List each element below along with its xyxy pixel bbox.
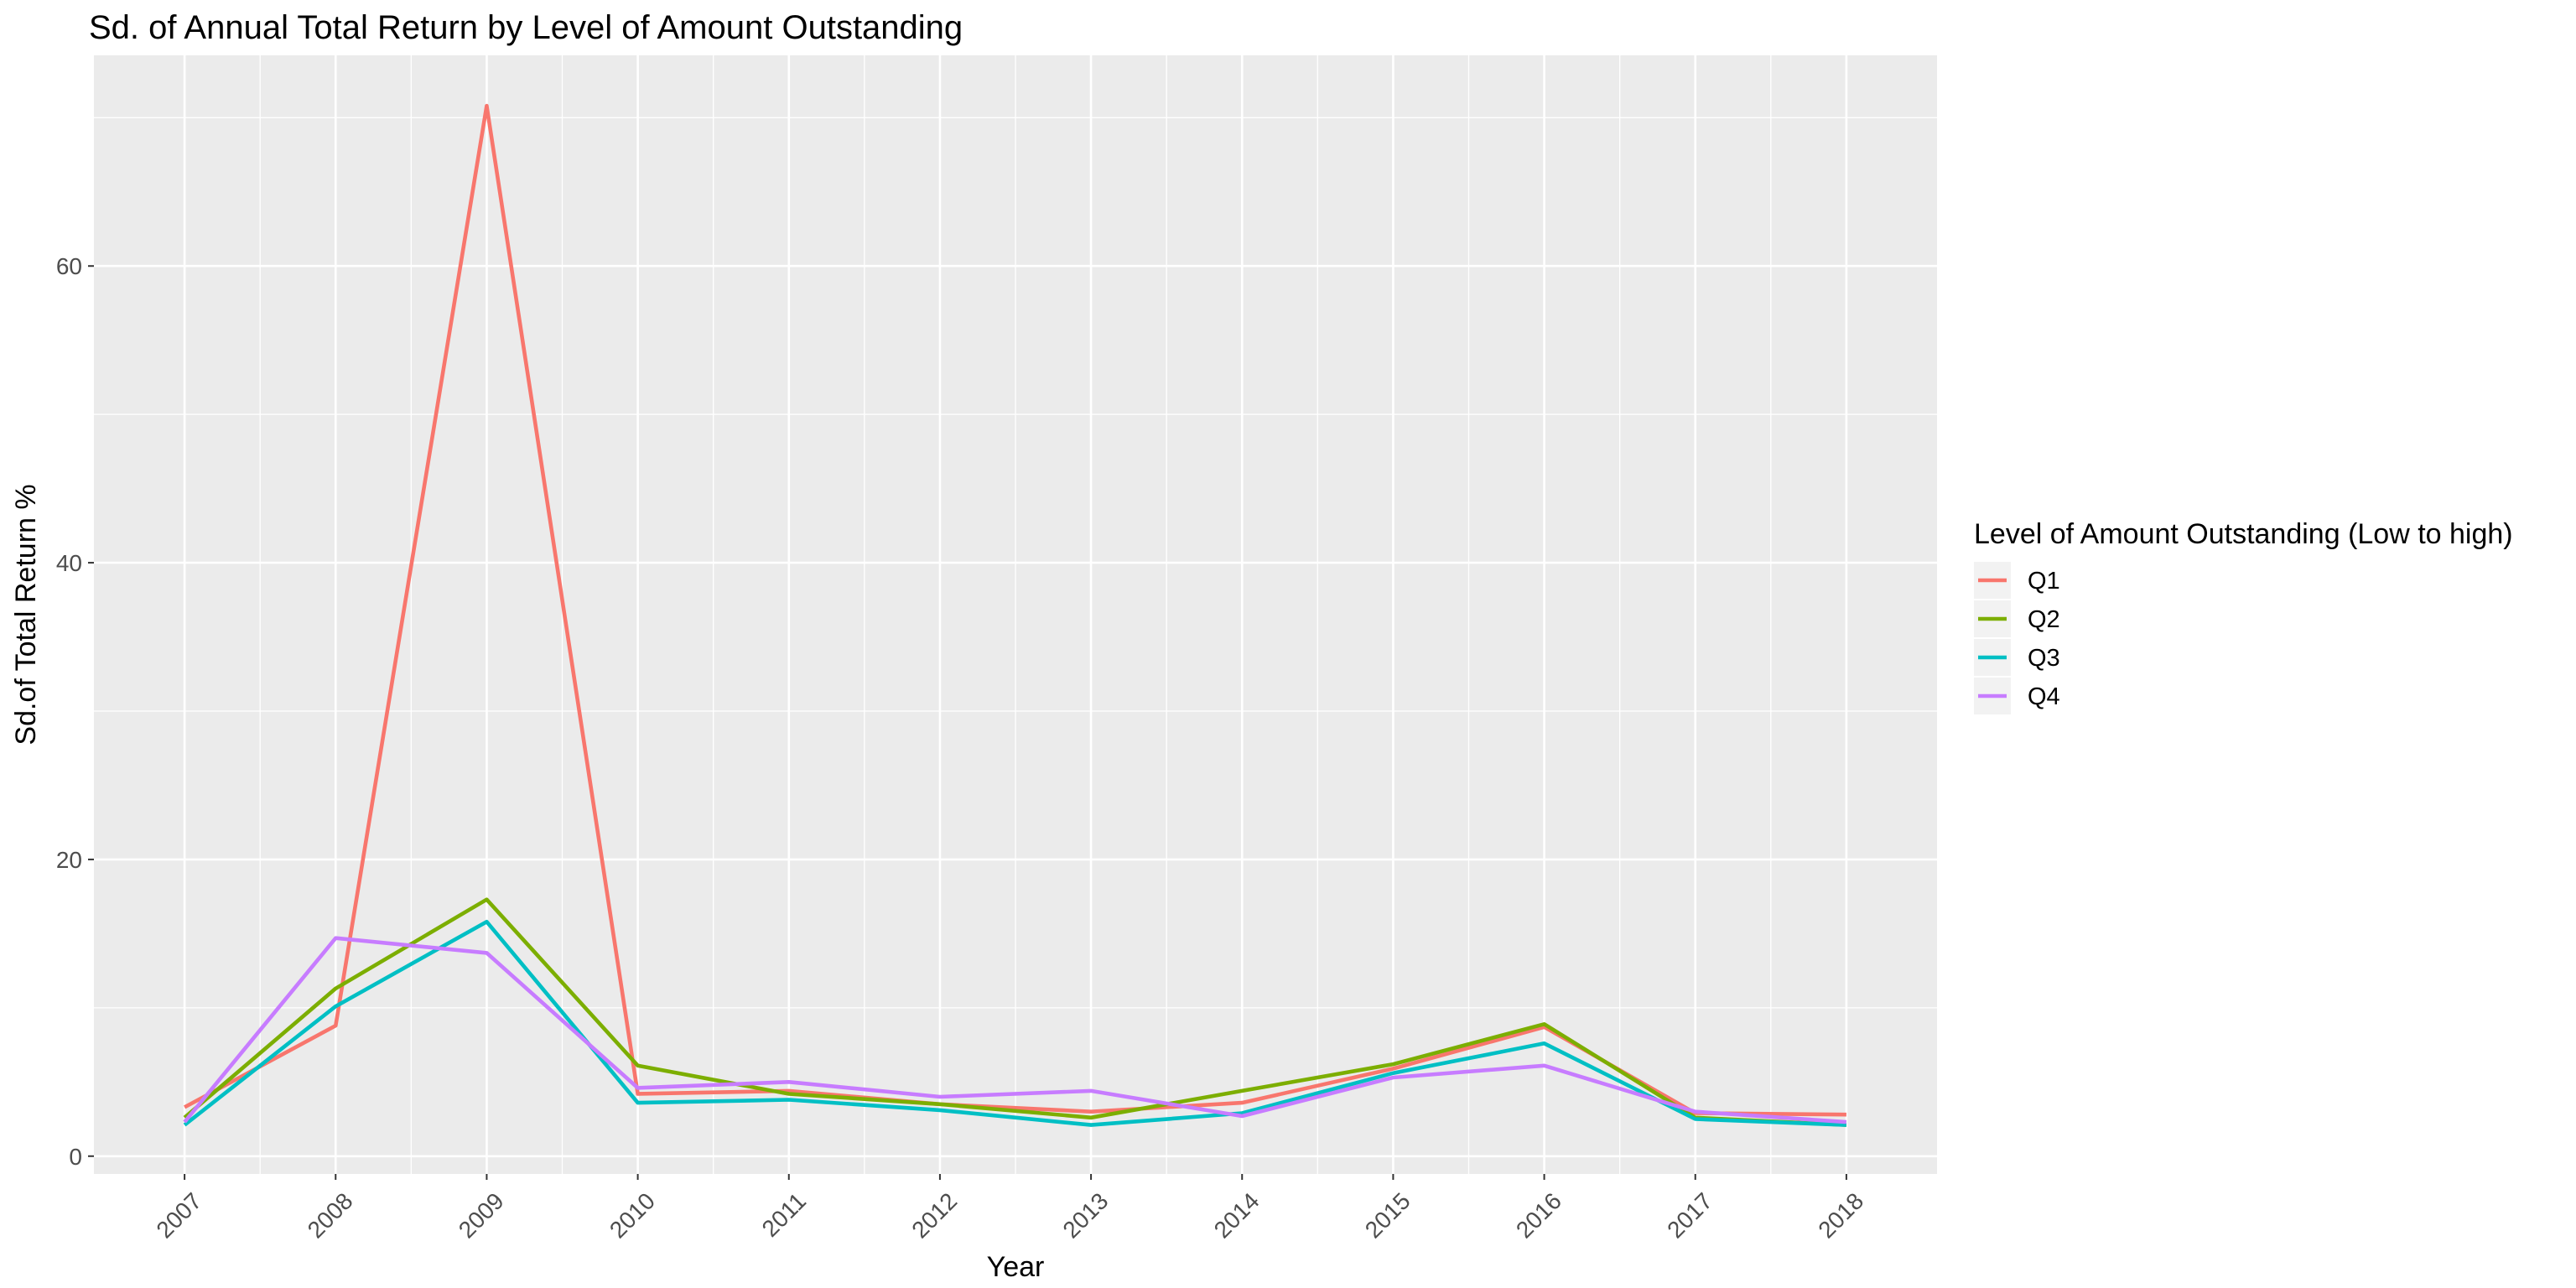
series-line-q4 bbox=[183, 936, 1847, 1124]
y-tick-label: 0 bbox=[69, 1144, 82, 1170]
legend-item-q4: Q4 bbox=[1974, 678, 2060, 714]
y-axis: 0 20 40 60 bbox=[56, 253, 94, 1170]
legend-label: Q1 bbox=[2028, 568, 2060, 595]
legend-title: Level of Amount Outstanding (Low to high… bbox=[1974, 518, 2513, 550]
legend-label: Q3 bbox=[2028, 645, 2060, 672]
minor-gridlines bbox=[94, 55, 1937, 1174]
x-axis-title: Year bbox=[987, 1251, 1045, 1283]
y-axis-title: Sd.of Total Return % bbox=[10, 484, 42, 745]
series-lines bbox=[183, 103, 1847, 1127]
y-tick-label: 20 bbox=[56, 847, 82, 873]
legend-items: Q1 Q2 Q3 Q4 bbox=[1974, 562, 2060, 714]
legend-label: Q2 bbox=[2028, 606, 2060, 633]
series-line-q2 bbox=[183, 897, 1847, 1127]
legend-item-q1: Q1 bbox=[1974, 562, 2060, 599]
y-tick-label: 60 bbox=[56, 253, 82, 279]
legend: Level of Amount Outstanding (Low to high… bbox=[1974, 518, 2513, 714]
series-line-q3 bbox=[183, 919, 1846, 1127]
legend-label: Q4 bbox=[2028, 683, 2060, 710]
chart-title: Sd. of Annual Total Return by Level of A… bbox=[89, 9, 963, 46]
legend-item-q3: Q3 bbox=[1974, 639, 2060, 676]
legend-item-q2: Q2 bbox=[1974, 600, 2060, 637]
y-tick-label: 40 bbox=[56, 550, 82, 576]
